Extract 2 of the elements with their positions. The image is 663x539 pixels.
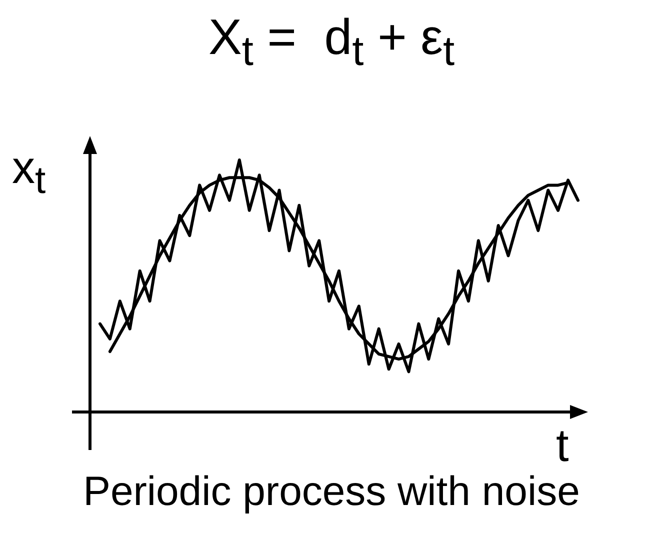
chart-title: X$_{t}$ = d$_{t}$ + ε$_{t}$ (207, 8, 456, 75)
y-axis-title: x$_{t}$ (12, 140, 46, 204)
